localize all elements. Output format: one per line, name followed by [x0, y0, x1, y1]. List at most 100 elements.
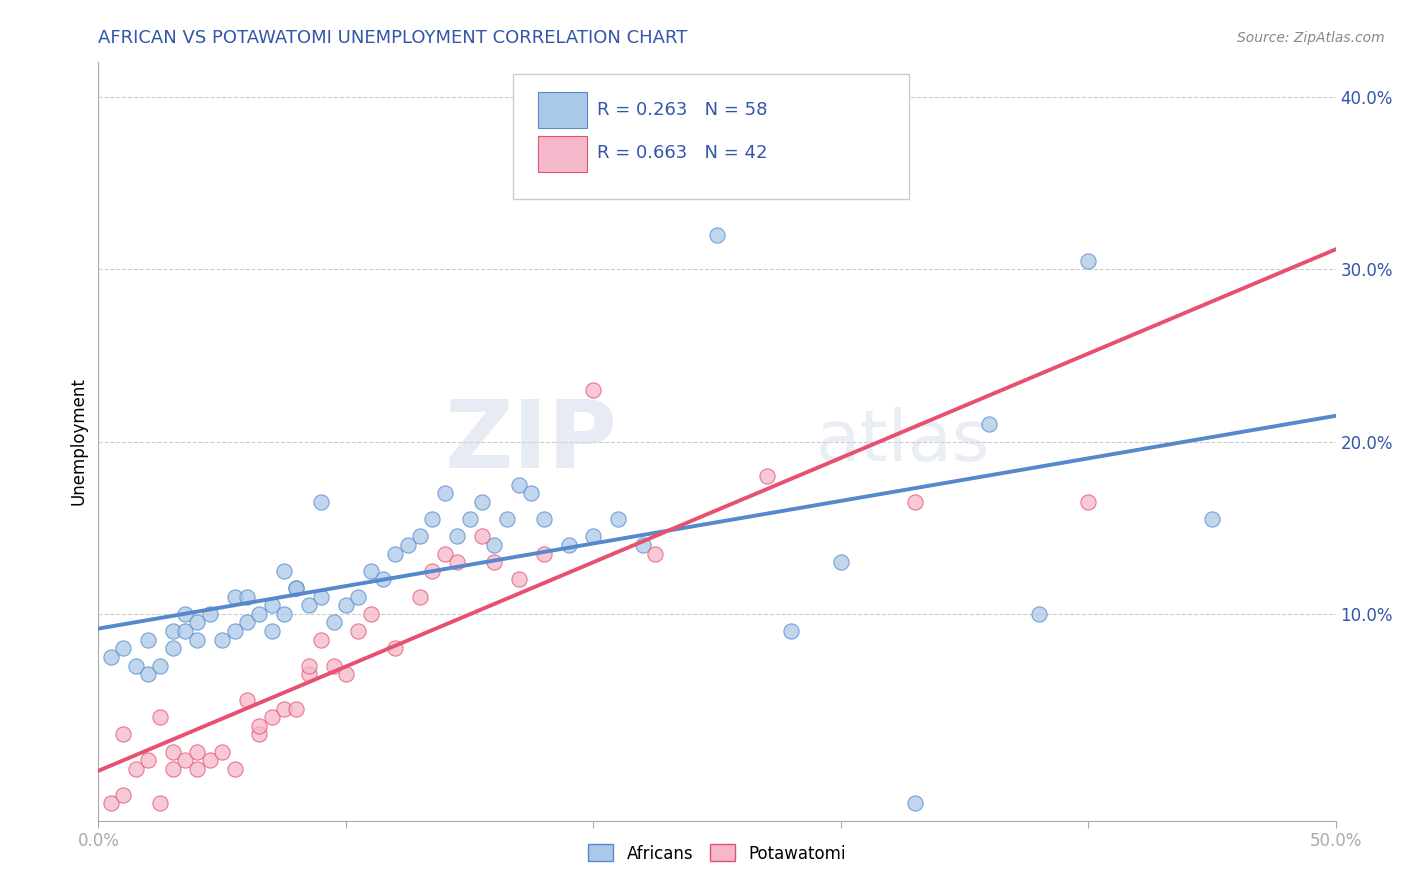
Point	[136, 753, 159, 767]
Point	[149, 797, 172, 811]
Point	[409, 590, 432, 604]
Point	[174, 753, 197, 767]
Point	[508, 477, 530, 491]
Point	[162, 762, 184, 776]
Point	[247, 719, 270, 733]
Point	[644, 547, 666, 561]
Point	[136, 667, 159, 681]
Point	[631, 538, 654, 552]
Point	[520, 486, 543, 500]
Point	[396, 538, 419, 552]
Point	[347, 590, 370, 604]
Text: Source: ZipAtlas.com: Source: ZipAtlas.com	[1237, 31, 1385, 45]
Point	[224, 624, 246, 639]
Text: ZIP: ZIP	[446, 395, 619, 488]
Point	[433, 486, 456, 500]
Point	[755, 469, 778, 483]
Point	[124, 658, 146, 673]
Point	[471, 495, 494, 509]
Point	[285, 581, 308, 595]
Point	[780, 624, 803, 639]
Point	[533, 512, 555, 526]
Point	[285, 701, 308, 715]
Point	[247, 727, 270, 741]
Point	[979, 417, 1001, 432]
Point	[112, 788, 135, 802]
Point	[484, 555, 506, 569]
Point	[384, 641, 406, 656]
Point	[285, 581, 308, 595]
Point	[100, 649, 122, 664]
Point	[247, 607, 270, 621]
Point	[384, 547, 406, 561]
Point	[174, 624, 197, 639]
Point	[186, 615, 208, 630]
Point	[557, 538, 579, 552]
Point	[149, 658, 172, 673]
Point	[371, 573, 394, 587]
FancyBboxPatch shape	[513, 74, 908, 199]
Point	[904, 495, 927, 509]
Text: R = 0.263   N = 58: R = 0.263 N = 58	[598, 101, 768, 120]
Point	[224, 590, 246, 604]
Point	[162, 641, 184, 656]
Point	[260, 599, 283, 613]
Point	[260, 710, 283, 724]
Point	[582, 383, 605, 397]
Point	[830, 555, 852, 569]
Legend: Africans, Potawatomi: Africans, Potawatomi	[582, 838, 852, 869]
Point	[495, 512, 517, 526]
Point	[112, 727, 135, 741]
FancyBboxPatch shape	[537, 92, 588, 128]
Point	[422, 512, 444, 526]
Point	[360, 607, 382, 621]
Point	[198, 753, 221, 767]
Point	[1077, 495, 1099, 509]
Point	[298, 667, 321, 681]
Point	[508, 573, 530, 587]
Point	[149, 710, 172, 724]
Point	[186, 762, 208, 776]
Point	[211, 745, 233, 759]
Point	[446, 529, 468, 543]
Point	[174, 607, 197, 621]
Point	[136, 632, 159, 647]
Point	[335, 667, 357, 681]
Point	[273, 564, 295, 578]
Point	[309, 495, 332, 509]
Point	[322, 658, 344, 673]
Text: atlas: atlas	[815, 407, 990, 476]
Point	[322, 615, 344, 630]
Point	[273, 701, 295, 715]
Point	[433, 547, 456, 561]
Point	[186, 632, 208, 647]
Point	[236, 693, 259, 707]
Point	[224, 762, 246, 776]
Point	[298, 599, 321, 613]
Point	[347, 624, 370, 639]
Point	[100, 797, 122, 811]
Point	[458, 512, 481, 526]
Y-axis label: Unemployment: Unemployment	[69, 377, 87, 506]
Point	[1077, 253, 1099, 268]
Text: R = 0.663   N = 42: R = 0.663 N = 42	[598, 145, 768, 162]
Point	[706, 227, 728, 242]
Point	[211, 632, 233, 647]
Point	[904, 797, 927, 811]
Point	[582, 529, 605, 543]
Point	[422, 564, 444, 578]
Point	[409, 529, 432, 543]
Point	[471, 529, 494, 543]
Point	[335, 599, 357, 613]
Point	[273, 607, 295, 621]
Point	[124, 762, 146, 776]
Point	[236, 615, 259, 630]
Point	[260, 624, 283, 639]
Point	[112, 641, 135, 656]
Point	[198, 607, 221, 621]
Point	[1201, 512, 1223, 526]
Point	[309, 590, 332, 604]
Point	[607, 512, 630, 526]
Point	[484, 538, 506, 552]
Point	[309, 632, 332, 647]
